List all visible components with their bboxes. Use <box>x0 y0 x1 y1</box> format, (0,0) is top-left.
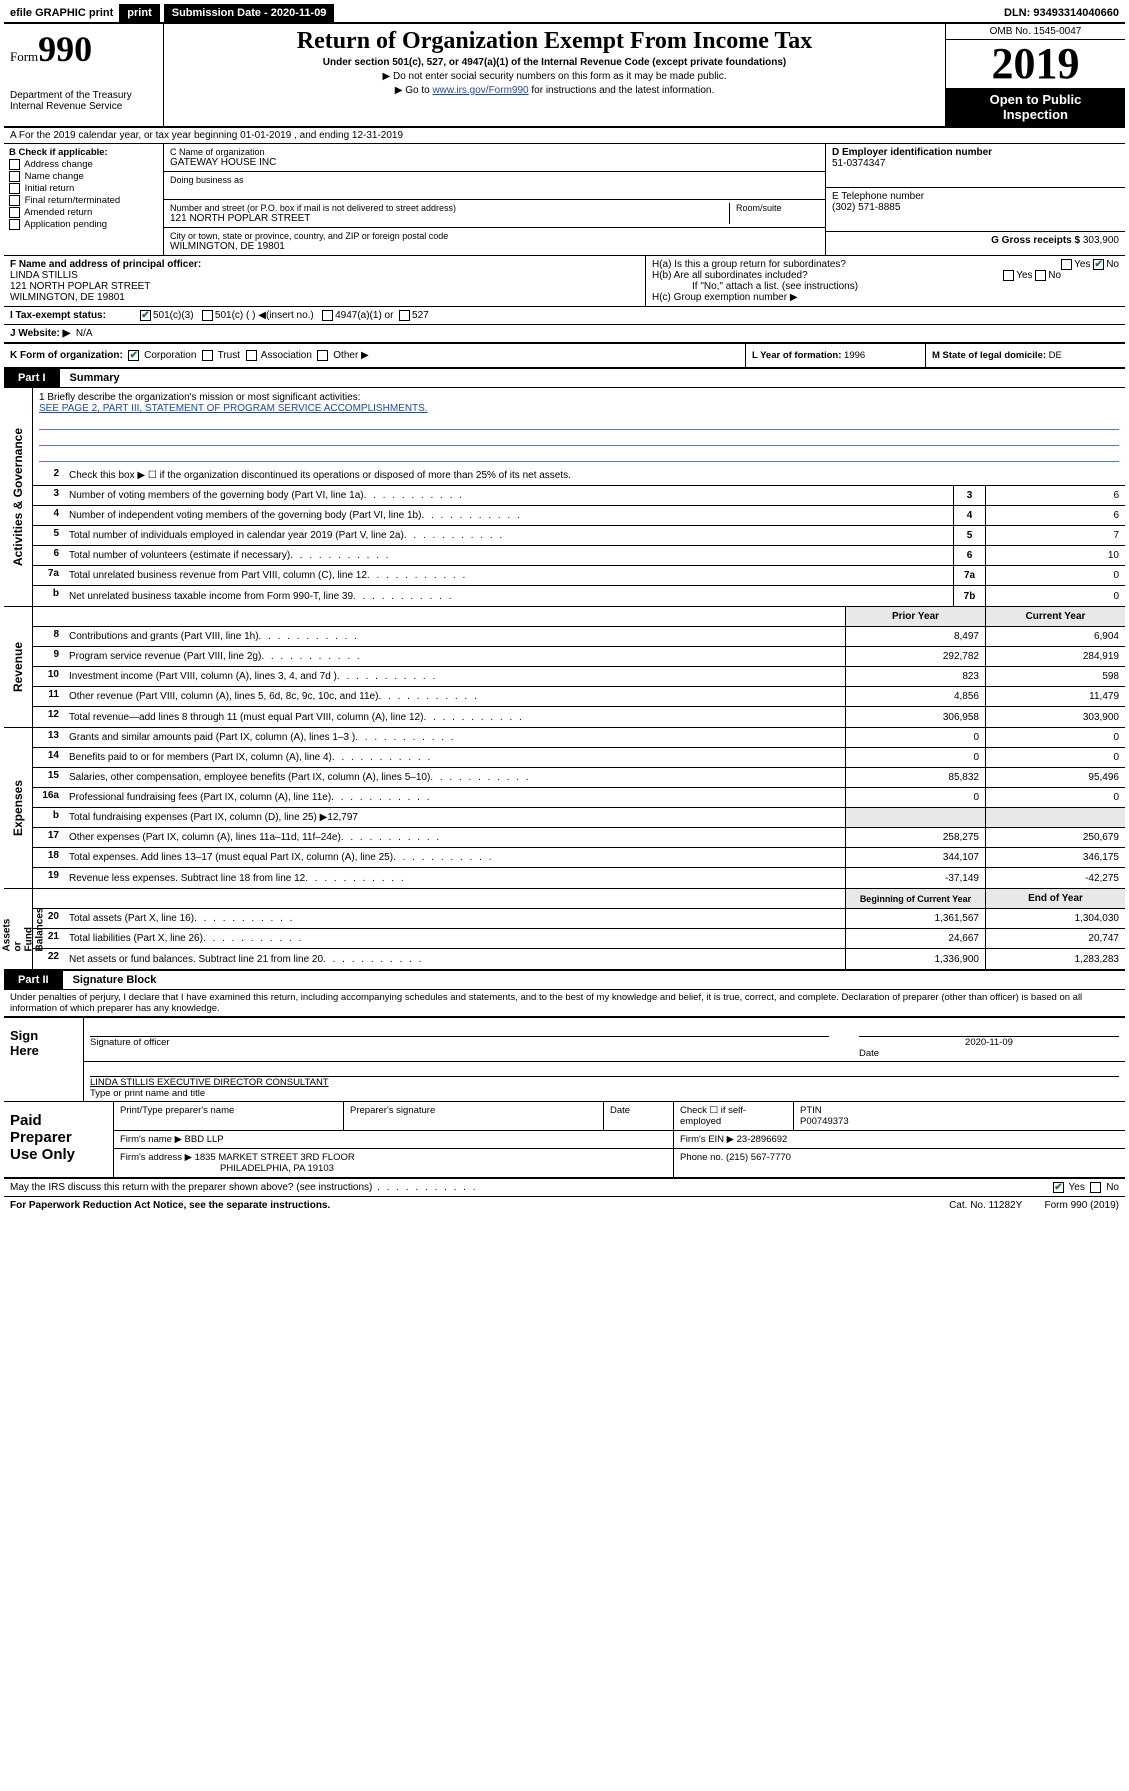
print-button[interactable]: print <box>119 4 159 22</box>
part1-header: Part I Summary <box>4 369 1125 388</box>
checkbox-application-pending[interactable]: Application pending <box>9 219 158 230</box>
line-b: bNet unrelated business taxable income f… <box>33 586 1125 606</box>
officer-name: LINDA STILLIS <box>10 270 639 281</box>
dln: DLN: 93493314040660 <box>998 5 1125 21</box>
subtitle-3: ▶ Go to www.irs.gov/Form990 for instruct… <box>172 85 937 96</box>
dba <box>170 185 819 196</box>
footer: For Paperwork Reduction Act Notice, see … <box>4 1197 1125 1214</box>
discuss-row: May the IRS discuss this return with the… <box>4 1179 1125 1197</box>
line-11: 11Other revenue (Part VIII, column (A), … <box>33 687 1125 707</box>
officer-name-title: LINDA STILLIS EXECUTIVE DIRECTOR CONSULT… <box>90 1077 1119 1088</box>
efile-label: efile GRAPHIC print <box>4 5 119 21</box>
line-14: 14Benefits paid to or for members (Part … <box>33 748 1125 768</box>
side-revenue: Revenue <box>11 642 25 692</box>
paid-preparer-section: Paid Preparer Use Only Print/Type prepar… <box>4 1101 1125 1179</box>
gross-receipts: 303,900 <box>1083 235 1119 246</box>
line-19: 19Revenue less expenses. Subtract line 1… <box>33 868 1125 888</box>
col-c: C Name of organization GATEWAY HOUSE INC… <box>164 144 825 255</box>
row-j-website: J Website: ▶ N/A <box>4 325 1125 344</box>
line-1-briefly: 1 Briefly describe the organization's mi… <box>33 388 1125 466</box>
line-16a: 16aProfessional fundraising fees (Part I… <box>33 788 1125 808</box>
checkbox-name-change[interactable]: Name change <box>9 171 158 182</box>
org-name: GATEWAY HOUSE INC <box>170 157 819 168</box>
h-b: H(b) Are all subordinates included? Yes … <box>652 270 1119 281</box>
line-15: 15Salaries, other compensation, employee… <box>33 768 1125 788</box>
topbar: efile GRAPHIC print print Submission Dat… <box>4 4 1125 24</box>
perjury-statement: Under penalties of perjury, I declare th… <box>4 990 1125 1016</box>
501c3-check <box>140 310 151 321</box>
form-number: Form990 <box>10 28 157 70</box>
subtitle-1: Under section 501(c), 527, or 4947(a)(1)… <box>172 57 937 68</box>
line-9: 9Program service revenue (Part VIII, lin… <box>33 647 1125 667</box>
ein: 51-0374347 <box>832 158 1119 169</box>
omb-number: OMB No. 1545-0047 <box>946 24 1125 40</box>
row-fh: F Name and address of principal officer:… <box>4 256 1125 307</box>
line-17: 17Other expenses (Part IX, column (A), l… <box>33 828 1125 848</box>
submission-date: Submission Date - 2020-11-09 <box>164 4 335 22</box>
checkbox-amended-return[interactable]: Amended return <box>9 207 158 218</box>
subtitle-2: ▶ Do not enter social security numbers o… <box>172 71 937 82</box>
line-4: 4Number of independent voting members of… <box>33 506 1125 526</box>
checkbox-address-change[interactable]: Address change <box>9 159 158 170</box>
line-22: 22Net assets or fund balances. Subtract … <box>33 949 1125 969</box>
checkbox-final-return-terminated[interactable]: Final return/terminated <box>9 195 158 206</box>
line-7a: 7aTotal unrelated business revenue from … <box>33 566 1125 586</box>
line-21: 21Total liabilities (Part X, line 26)24,… <box>33 929 1125 949</box>
col-b: B Check if applicable: Address change Na… <box>4 144 164 255</box>
line-13: 13Grants and similar amounts paid (Part … <box>33 728 1125 748</box>
line-3: 3Number of voting members of the governi… <box>33 486 1125 506</box>
row-klm: K Form of organization: Corporation Trus… <box>4 344 1125 369</box>
street-address: 121 NORTH POPLAR STREET <box>170 213 729 224</box>
h-a: H(a) Is this a group return for subordin… <box>652 259 1119 270</box>
sign-here-section: Sign Here Signature of officer 2020-11-0… <box>4 1016 1125 1101</box>
line-6: 6Total number of volunteers (estimate if… <box>33 546 1125 566</box>
h-c: H(c) Group exemption number ▶ <box>652 292 1119 303</box>
side-governance: Activities & Governance <box>11 428 25 566</box>
part2-header: Part II Signature Block <box>4 971 1125 990</box>
ptin: P00749373 <box>800 1116 849 1127</box>
line-5: 5Total number of individuals employed in… <box>33 526 1125 546</box>
open-public: Open to Public Inspection <box>946 88 1125 126</box>
dept-treasury: Department of the Treasury Internal Reve… <box>10 90 157 112</box>
line-20: 20Total assets (Part X, line 16)1,361,56… <box>33 909 1125 929</box>
line-12: 12Total revenue—add lines 8 through 11 (… <box>33 707 1125 727</box>
telephone: (302) 571-8885 <box>832 202 1119 213</box>
firm-ein: 23-2896692 <box>737 1134 788 1145</box>
col-deg: D Employer identification number 51-0374… <box>825 144 1125 255</box>
line-2: 2Check this box ▶ ☐ if the organization … <box>33 466 1125 486</box>
irs-link[interactable]: www.irs.gov/Form990 <box>432 85 528 96</box>
firm-addr1: 1835 MARKET STREET 3RD FLOOR <box>195 1152 355 1163</box>
side-netassets: Net Assets or Fund Balances <box>0 907 46 951</box>
line-10: 10Investment income (Part VIII, column (… <box>33 667 1125 687</box>
form-title: Return of Organization Exempt From Incom… <box>172 28 937 55</box>
side-expenses: Expenses <box>11 780 25 836</box>
firm-phone: (215) 567-7770 <box>726 1152 791 1163</box>
row-i-taxexempt: I Tax-exempt status: 501(c)(3) 501(c) ( … <box>4 307 1125 325</box>
checkbox-initial-return[interactable]: Initial return <box>9 183 158 194</box>
form-header: Form990 Department of the Treasury Inter… <box>4 24 1125 128</box>
tax-year: 2019 <box>946 40 1125 88</box>
line-8: 8Contributions and grants (Part VIII, li… <box>33 627 1125 647</box>
row-a-taxyear: A For the 2019 calendar year, or tax yea… <box>4 128 1125 144</box>
firm-name: BBD LLP <box>185 1134 224 1145</box>
block-bcdefg: B Check if applicable: Address change Na… <box>4 144 1125 256</box>
city-state-zip: WILMINGTON, DE 19801 <box>170 241 819 252</box>
line-b: bTotal fundraising expenses (Part IX, co… <box>33 808 1125 828</box>
line-18: 18Total expenses. Add lines 13–17 (must … <box>33 848 1125 868</box>
